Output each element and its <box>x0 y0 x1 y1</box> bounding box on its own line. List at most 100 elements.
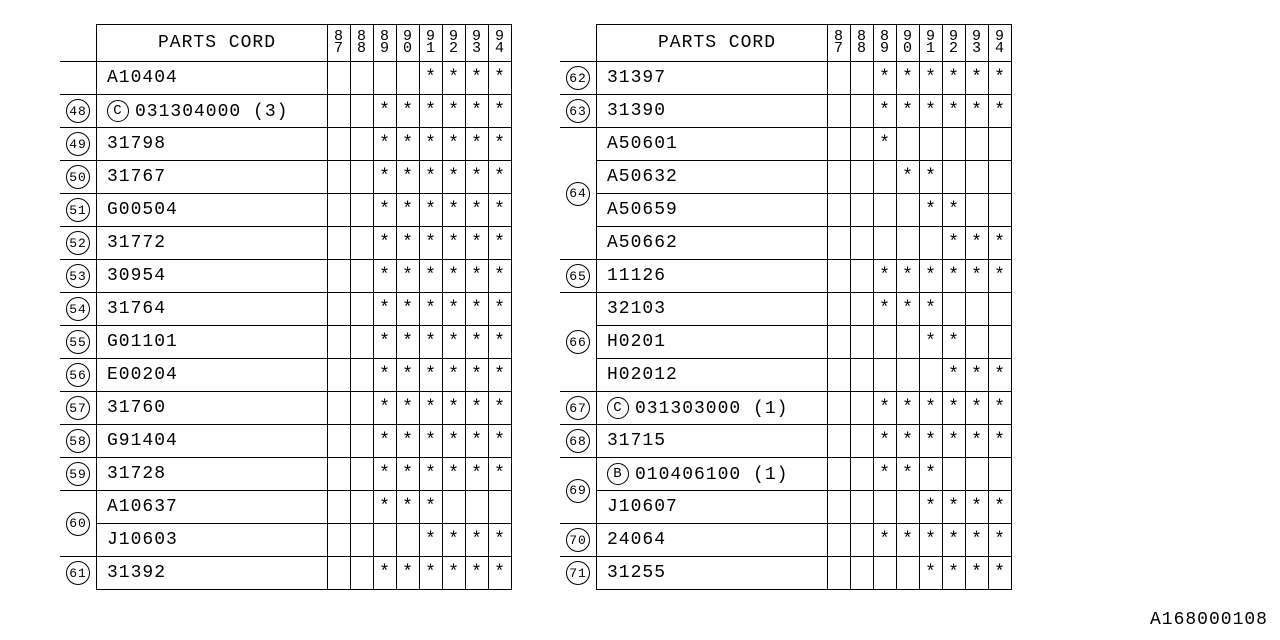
mark-cell: * <box>443 194 466 227</box>
code-text: H0201 <box>607 332 666 352</box>
ref-cell: 65 <box>560 260 597 293</box>
code-text: 31772 <box>107 233 166 253</box>
mark-cell <box>989 326 1012 359</box>
mark-cell <box>943 161 966 194</box>
code-text: E00204 <box>107 365 178 385</box>
code-cell: G91404 <box>97 425 328 458</box>
mark-cell <box>328 425 351 458</box>
mark-cell <box>828 524 851 557</box>
mark-cell: * <box>420 128 443 161</box>
code-text: G91404 <box>107 431 178 451</box>
mark-cell: * <box>989 62 1012 95</box>
parts-table: PARTS CORD87888990919293946231397******6… <box>560 24 1012 590</box>
code-cell: H02012 <box>597 359 828 392</box>
mark-cell: * <box>966 491 989 524</box>
mark-cell <box>328 359 351 392</box>
mark-cell <box>828 359 851 392</box>
tables-container: PARTS CORD8788899091929394A10404****48C0… <box>0 0 1280 590</box>
mark-cell: * <box>897 260 920 293</box>
mark-cell: * <box>466 128 489 161</box>
mark-cell: * <box>397 326 420 359</box>
mark-cell: * <box>443 161 466 194</box>
mark-cell <box>328 326 351 359</box>
mark-cell: * <box>489 425 512 458</box>
mark-cell: * <box>966 524 989 557</box>
header-year: 93 <box>466 25 489 62</box>
mark-cell <box>828 326 851 359</box>
mark-cell: * <box>897 95 920 128</box>
mark-cell: * <box>920 491 943 524</box>
mark-cell <box>920 227 943 260</box>
mark-cell <box>897 194 920 227</box>
mark-cell: * <box>420 491 443 524</box>
code-cell: 31772 <box>97 227 328 260</box>
header-year: 89 <box>874 25 897 62</box>
mark-cell: * <box>874 524 897 557</box>
mark-cell: * <box>374 161 397 194</box>
mark-cell <box>351 161 374 194</box>
mark-cell: * <box>966 359 989 392</box>
mark-cell: * <box>397 161 420 194</box>
mark-cell: * <box>466 326 489 359</box>
mark-cell: * <box>874 293 897 326</box>
mark-cell <box>851 227 874 260</box>
ref-cell: 50 <box>60 161 97 194</box>
ref-cell <box>60 62 97 95</box>
mark-cell: * <box>397 95 420 128</box>
mark-cell <box>920 128 943 161</box>
code-cell: 31760 <box>97 392 328 425</box>
mark-cell: * <box>443 458 466 491</box>
mark-cell <box>989 128 1012 161</box>
mark-cell: * <box>443 392 466 425</box>
mark-cell <box>489 491 512 524</box>
header-title: PARTS CORD <box>597 25 828 62</box>
code-text: 31798 <box>107 134 166 154</box>
mark-cell: * <box>897 161 920 194</box>
mark-cell: * <box>920 524 943 557</box>
mark-cell: * <box>966 425 989 458</box>
mark-cell <box>443 491 466 524</box>
mark-cell: * <box>989 491 1012 524</box>
ref-number-circle: 52 <box>66 231 90 255</box>
mark-cell <box>851 293 874 326</box>
mark-cell: * <box>489 359 512 392</box>
mark-cell: * <box>466 95 489 128</box>
mark-cell <box>351 260 374 293</box>
mark-cell <box>874 359 897 392</box>
mark-cell: * <box>897 293 920 326</box>
mark-cell <box>328 260 351 293</box>
mark-cell: * <box>374 326 397 359</box>
mark-cell: * <box>920 161 943 194</box>
mark-cell: * <box>897 425 920 458</box>
header-year: 91 <box>920 25 943 62</box>
mark-cell: * <box>443 95 466 128</box>
mark-cell: * <box>920 392 943 425</box>
code-text: J10607 <box>607 497 678 517</box>
ref-number-circle: 68 <box>566 429 590 453</box>
mark-cell: * <box>420 260 443 293</box>
mark-cell: * <box>489 260 512 293</box>
mark-cell: * <box>420 392 443 425</box>
code-text: 31255 <box>607 563 666 583</box>
mark-cell <box>828 458 851 491</box>
mark-cell <box>328 458 351 491</box>
mark-cell <box>328 95 351 128</box>
mark-cell: * <box>466 524 489 557</box>
header-year: 92 <box>943 25 966 62</box>
mark-cell: * <box>489 128 512 161</box>
mark-cell <box>351 62 374 95</box>
mark-cell <box>966 194 989 227</box>
mark-cell: * <box>920 458 943 491</box>
code-prefix-circle: C <box>607 397 629 419</box>
code-text: G00504 <box>107 200 178 220</box>
code-text: 24064 <box>607 530 666 550</box>
mark-cell <box>397 62 420 95</box>
mark-cell <box>943 458 966 491</box>
code-text: A10404 <box>107 68 178 88</box>
mark-cell: * <box>966 260 989 293</box>
mark-cell <box>351 491 374 524</box>
mark-cell <box>351 95 374 128</box>
code-cell: 31764 <box>97 293 328 326</box>
code-text: 32103 <box>607 299 666 319</box>
ref-cell: 52 <box>60 227 97 260</box>
